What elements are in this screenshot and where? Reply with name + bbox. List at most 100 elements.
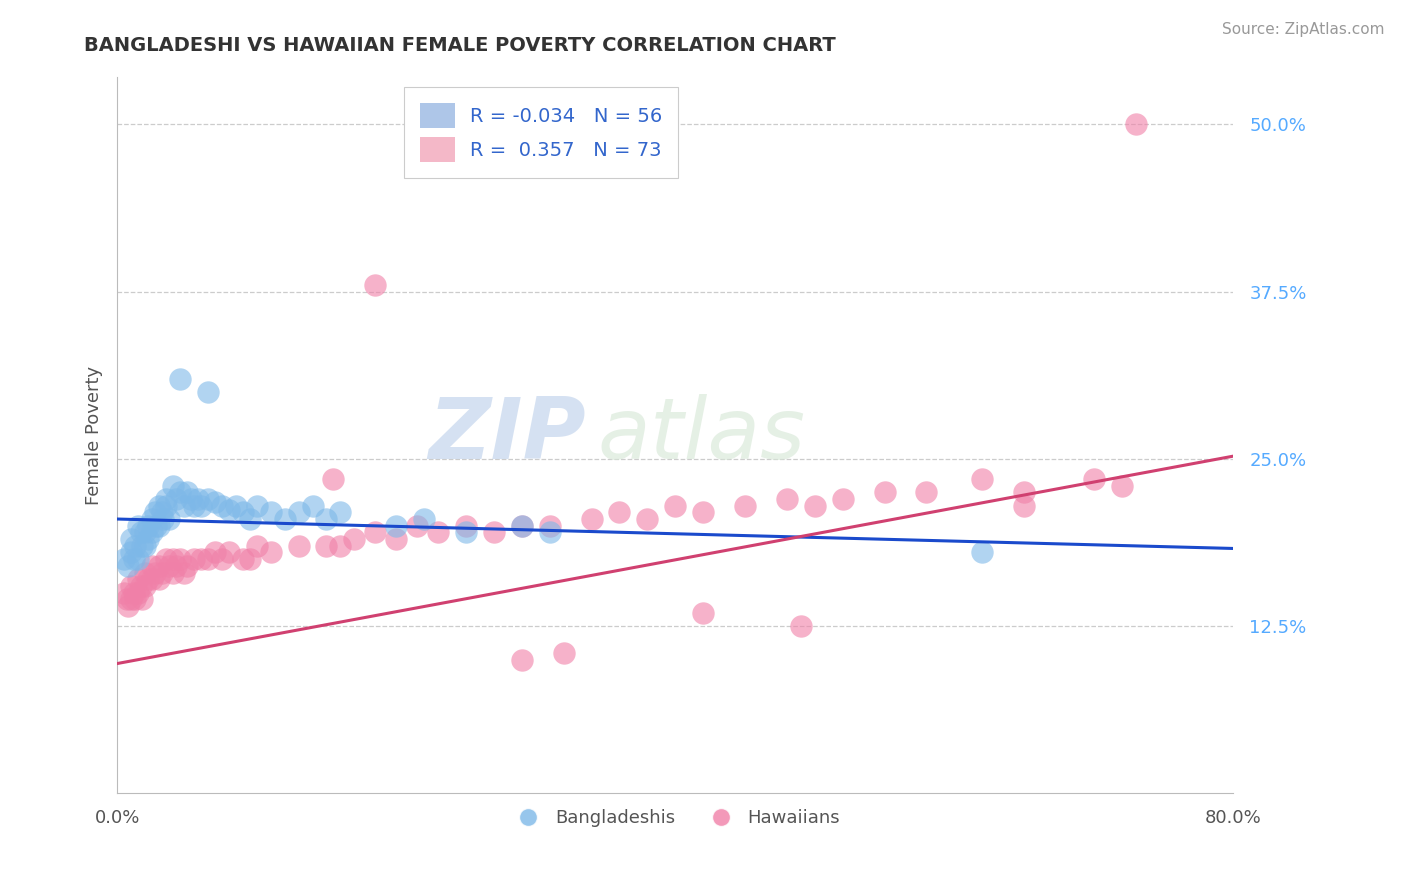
Point bbox=[454, 525, 477, 540]
Point bbox=[510, 518, 533, 533]
Point bbox=[204, 545, 226, 559]
Point bbox=[124, 592, 146, 607]
Point bbox=[636, 512, 658, 526]
Point bbox=[127, 585, 149, 599]
Point bbox=[454, 518, 477, 533]
Point bbox=[211, 552, 233, 566]
Point bbox=[120, 592, 142, 607]
Point bbox=[148, 518, 170, 533]
Point bbox=[273, 512, 295, 526]
Point bbox=[120, 545, 142, 559]
Point bbox=[364, 525, 387, 540]
Point bbox=[664, 499, 686, 513]
Point bbox=[218, 545, 240, 559]
Point bbox=[831, 491, 853, 506]
Point bbox=[124, 539, 146, 553]
Point bbox=[157, 512, 180, 526]
Point bbox=[329, 505, 352, 519]
Text: atlas: atlas bbox=[598, 394, 806, 477]
Point bbox=[180, 491, 202, 506]
Point bbox=[790, 619, 813, 633]
Point bbox=[165, 558, 187, 573]
Point bbox=[776, 491, 799, 506]
Point bbox=[120, 532, 142, 546]
Point bbox=[1012, 485, 1035, 500]
Point bbox=[1083, 472, 1105, 486]
Point bbox=[510, 652, 533, 666]
Point bbox=[127, 572, 149, 586]
Point bbox=[134, 539, 156, 553]
Point bbox=[129, 579, 152, 593]
Point bbox=[287, 539, 309, 553]
Point bbox=[127, 518, 149, 533]
Point bbox=[173, 566, 195, 580]
Point bbox=[287, 505, 309, 519]
Point bbox=[315, 539, 337, 553]
Point bbox=[609, 505, 631, 519]
Point bbox=[225, 499, 247, 513]
Point bbox=[190, 552, 212, 566]
Point bbox=[204, 494, 226, 508]
Point bbox=[162, 552, 184, 566]
Point bbox=[134, 579, 156, 593]
Point bbox=[148, 558, 170, 573]
Point bbox=[427, 525, 450, 540]
Point bbox=[197, 552, 219, 566]
Point bbox=[538, 525, 561, 540]
Point bbox=[197, 384, 219, 399]
Point bbox=[406, 518, 429, 533]
Point bbox=[343, 532, 366, 546]
Point bbox=[329, 539, 352, 553]
Point bbox=[538, 518, 561, 533]
Point bbox=[152, 512, 174, 526]
Point bbox=[246, 499, 269, 513]
Point bbox=[162, 478, 184, 492]
Point bbox=[239, 552, 262, 566]
Point bbox=[148, 572, 170, 586]
Y-axis label: Female Poverty: Female Poverty bbox=[86, 366, 103, 505]
Point bbox=[301, 499, 323, 513]
Text: Source: ZipAtlas.com: Source: ZipAtlas.com bbox=[1222, 22, 1385, 37]
Point bbox=[183, 499, 205, 513]
Point bbox=[915, 485, 938, 500]
Point bbox=[315, 512, 337, 526]
Point bbox=[117, 558, 139, 573]
Point bbox=[129, 525, 152, 540]
Point bbox=[150, 505, 173, 519]
Point bbox=[1125, 117, 1147, 131]
Point bbox=[510, 518, 533, 533]
Point bbox=[169, 371, 191, 385]
Point bbox=[143, 566, 166, 580]
Point bbox=[131, 592, 153, 607]
Point bbox=[553, 646, 575, 660]
Point bbox=[157, 558, 180, 573]
Point bbox=[112, 585, 135, 599]
Point bbox=[122, 552, 145, 566]
Point bbox=[1111, 478, 1133, 492]
Point bbox=[413, 512, 436, 526]
Point bbox=[581, 512, 603, 526]
Point bbox=[141, 558, 163, 573]
Point bbox=[134, 566, 156, 580]
Point bbox=[141, 572, 163, 586]
Point bbox=[972, 472, 994, 486]
Point bbox=[112, 552, 135, 566]
Point bbox=[165, 491, 187, 506]
Point bbox=[183, 552, 205, 566]
Point bbox=[155, 499, 177, 513]
Point bbox=[162, 566, 184, 580]
Point bbox=[136, 518, 159, 533]
Point bbox=[259, 545, 281, 559]
Point bbox=[385, 532, 408, 546]
Point bbox=[972, 545, 994, 559]
Point bbox=[322, 472, 344, 486]
Point bbox=[117, 599, 139, 613]
Legend: Bangladeshis, Hawaiians: Bangladeshis, Hawaiians bbox=[503, 802, 848, 834]
Point bbox=[115, 592, 138, 607]
Point bbox=[141, 525, 163, 540]
Point bbox=[692, 606, 714, 620]
Point bbox=[127, 552, 149, 566]
Point bbox=[136, 572, 159, 586]
Point bbox=[385, 518, 408, 533]
Point bbox=[803, 499, 825, 513]
